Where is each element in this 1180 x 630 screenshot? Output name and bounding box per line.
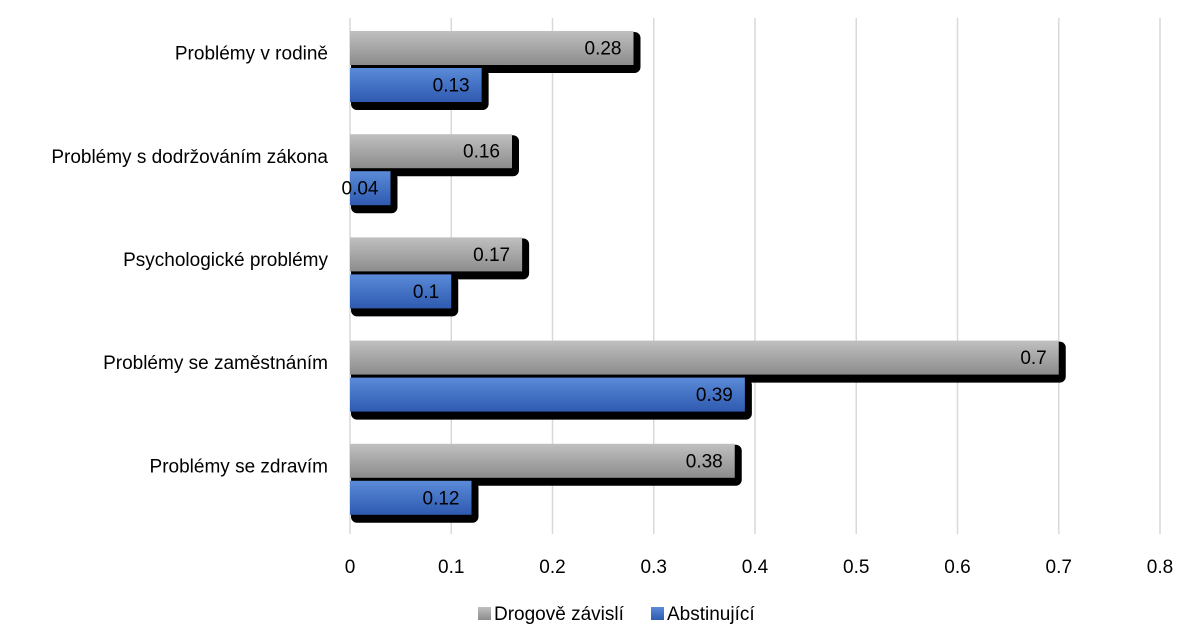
- bars: 0.28 0.13 0.16 0.04 0.17 0.1 0.7 0.39 0.38 0.12: [342, 31, 1066, 523]
- x-tick-label: 0.8: [1147, 557, 1173, 578]
- x-tick-label: 0.3: [641, 557, 667, 578]
- bar: [350, 31, 634, 65]
- category-label: Problémy s dodržováním zákona: [51, 147, 328, 168]
- category-label: Problémy se zaměstnáním: [103, 353, 328, 374]
- x-tick-label: 0.1: [438, 557, 464, 578]
- legend-label: Abstinující: [667, 604, 755, 625]
- bar: [350, 134, 512, 169]
- data-label: 0.16: [463, 142, 500, 163]
- data-label: 0.28: [585, 39, 622, 60]
- bar: [350, 237, 523, 272]
- x-tick-label: 0.4: [742, 557, 769, 578]
- data-label: 0.13: [433, 76, 470, 97]
- bar: [350, 480, 472, 515]
- legend-swatch: [651, 607, 664, 620]
- legend-label: Drogově závislí: [494, 604, 625, 625]
- x-tick-label: 0.7: [1046, 557, 1072, 578]
- data-label: 0.17: [473, 245, 510, 266]
- x-tick-label: 0.2: [539, 557, 565, 578]
- legend-swatch: [478, 607, 491, 620]
- data-label: 0.38: [686, 451, 723, 472]
- data-label: 0.7: [1020, 348, 1046, 369]
- x-tick-label: 0.6: [944, 557, 970, 578]
- data-label: 0.12: [423, 488, 460, 509]
- bar: [350, 171, 391, 206]
- bar: [350, 377, 745, 412]
- bar: [350, 340, 1059, 375]
- data-label: 0.1: [413, 282, 439, 303]
- data-label: 0.39: [696, 385, 733, 406]
- legend: Drogově závislí Abstinující: [478, 604, 755, 625]
- bar: [350, 274, 452, 309]
- axes: 0 0.1 0.2 0.3 0.4 0.5 0.6 0.7 0.8 Problémy v rodi…: [51, 44, 1173, 578]
- category-label: Problémy se zdravím: [150, 456, 328, 477]
- bar: [350, 68, 482, 102]
- category-label: Psychologické problémy: [123, 250, 328, 271]
- x-tick-label: 0: [345, 557, 356, 578]
- bar: [350, 443, 735, 478]
- category-label: Problémy v rodině: [175, 44, 328, 65]
- x-tick-label: 0.5: [843, 557, 869, 578]
- data-label: 0.04: [342, 179, 379, 200]
